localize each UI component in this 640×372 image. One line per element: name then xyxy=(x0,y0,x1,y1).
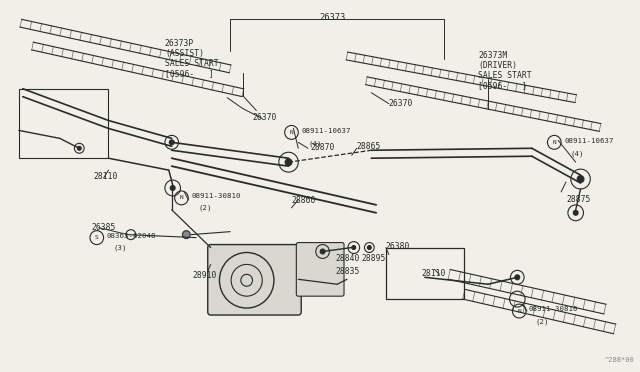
Text: 28910: 28910 xyxy=(192,271,216,280)
Text: 08911-30810: 08911-30810 xyxy=(529,306,579,312)
FancyBboxPatch shape xyxy=(208,244,301,315)
Text: N: N xyxy=(180,195,183,201)
Text: 08911-30810: 08911-30810 xyxy=(191,193,241,199)
Text: 08911-10637: 08911-10637 xyxy=(301,128,351,134)
Text: N: N xyxy=(289,130,293,135)
Text: 26373: 26373 xyxy=(319,13,346,22)
Text: N: N xyxy=(517,308,521,314)
Text: 28865: 28865 xyxy=(356,142,381,151)
Text: 08911-10637: 08911-10637 xyxy=(564,138,614,144)
Text: (4): (4) xyxy=(571,150,584,157)
Text: N: N xyxy=(552,140,556,145)
Text: (3): (3) xyxy=(113,244,127,251)
FancyBboxPatch shape xyxy=(296,243,344,296)
Text: [0596-   ]: [0596- ] xyxy=(165,69,214,78)
Text: SALES START: SALES START xyxy=(478,71,532,80)
Bar xyxy=(386,247,464,299)
Text: (ASSIST): (ASSIST) xyxy=(165,49,204,58)
Text: SALES START: SALES START xyxy=(165,59,218,68)
Text: 26373P: 26373P xyxy=(165,39,194,48)
Text: 28875: 28875 xyxy=(566,195,590,204)
Bar xyxy=(19,89,108,158)
Text: 28835: 28835 xyxy=(335,267,360,276)
Circle shape xyxy=(320,249,325,254)
Circle shape xyxy=(367,246,371,250)
Text: 28110: 28110 xyxy=(94,172,118,181)
Text: 28870: 28870 xyxy=(311,143,335,152)
Text: 08363-62048: 08363-62048 xyxy=(106,232,156,239)
Text: (2): (2) xyxy=(536,318,549,324)
Circle shape xyxy=(285,159,292,166)
Text: (4): (4) xyxy=(308,140,321,147)
Text: [0596-   ]: [0596- ] xyxy=(478,81,527,90)
Text: (DRIVER): (DRIVER) xyxy=(478,61,517,70)
Circle shape xyxy=(577,176,584,183)
Text: 26370: 26370 xyxy=(388,99,413,108)
Text: 28895: 28895 xyxy=(362,254,386,263)
Text: ^288*00: ^288*00 xyxy=(605,357,635,363)
Text: 26385: 26385 xyxy=(91,223,115,232)
Text: S: S xyxy=(95,235,99,240)
Circle shape xyxy=(515,275,520,280)
Circle shape xyxy=(170,186,175,190)
Text: 26373M: 26373M xyxy=(478,51,508,60)
Circle shape xyxy=(170,140,174,145)
Text: 28840: 28840 xyxy=(335,254,360,263)
Text: 26380: 26380 xyxy=(386,241,410,251)
Text: 28110: 28110 xyxy=(422,269,446,278)
Circle shape xyxy=(573,210,578,215)
Text: (2): (2) xyxy=(198,205,211,211)
Circle shape xyxy=(352,246,356,250)
Circle shape xyxy=(77,146,81,150)
Text: 26370: 26370 xyxy=(253,113,277,122)
Circle shape xyxy=(182,231,190,238)
Text: 28860: 28860 xyxy=(291,196,316,205)
